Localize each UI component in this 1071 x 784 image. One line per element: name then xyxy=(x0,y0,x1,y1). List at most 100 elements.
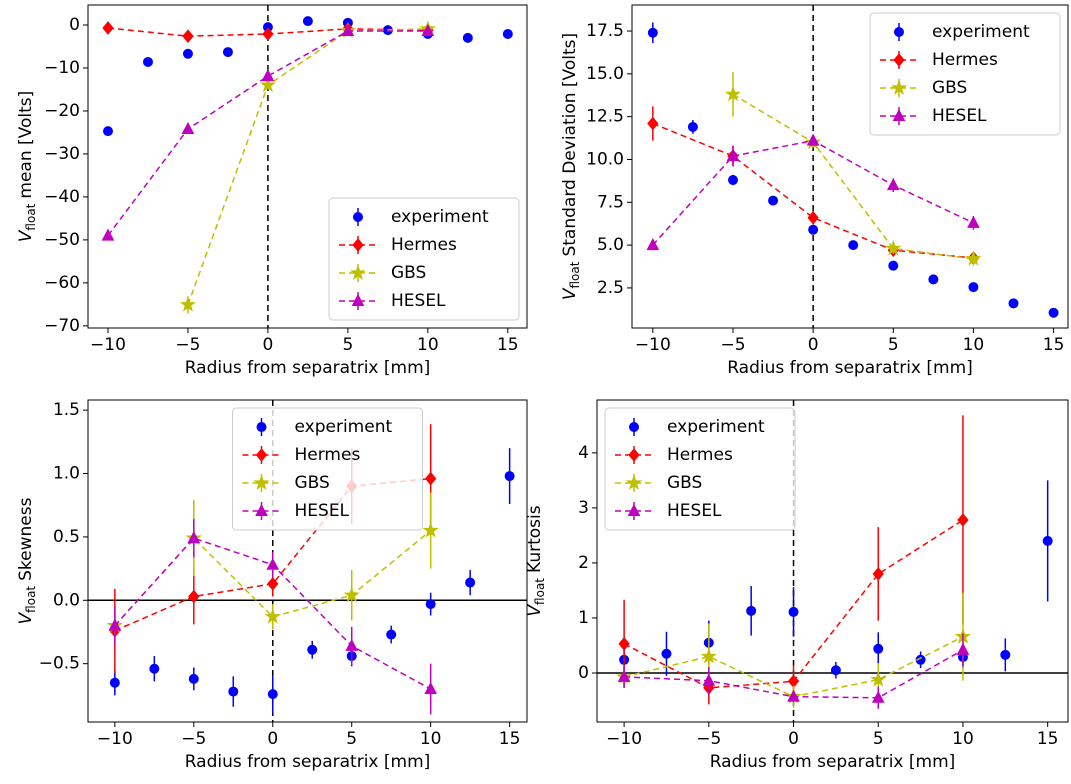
marker xyxy=(422,522,439,538)
marker xyxy=(181,121,195,134)
marker xyxy=(646,238,660,251)
marker xyxy=(179,296,197,312)
axes-frame xyxy=(631,4,1069,329)
marker xyxy=(101,228,115,241)
x-axis-label: Radius from separatrix [mm] xyxy=(185,358,431,378)
marker xyxy=(253,474,270,490)
marker xyxy=(343,586,360,603)
marker xyxy=(888,260,899,271)
marker xyxy=(808,224,819,235)
marker xyxy=(768,195,779,206)
marker xyxy=(222,47,233,58)
y-tick-label: 1.5 xyxy=(53,400,80,420)
marker xyxy=(267,689,278,700)
marker xyxy=(873,643,884,654)
y-axis-label: Vfloat Standard Deviation [Volts] xyxy=(560,33,582,300)
legend-box xyxy=(869,12,1061,136)
marker xyxy=(894,27,904,37)
x-tick-label: 10 xyxy=(420,729,442,749)
marker xyxy=(647,27,658,38)
marker xyxy=(109,677,120,688)
marker xyxy=(968,282,979,293)
x-tick-label: 10 xyxy=(963,335,985,355)
series-line xyxy=(187,28,428,306)
y-tick-label: −0.5 xyxy=(39,654,80,674)
subplot: −10 −5 0 5 10 15 2.5 5.0 7.5 10.0 12.5 15.0 17.5 Radi… xyxy=(560,4,1069,378)
x-tick-label: 15 xyxy=(497,335,519,355)
x-tick-label: 5 xyxy=(888,335,899,355)
legend: experiment Hermes GBS HESEL xyxy=(869,12,1061,136)
marker xyxy=(806,133,820,146)
marker xyxy=(890,79,908,95)
series-line xyxy=(652,122,974,259)
x-tick-label: 10 xyxy=(417,335,439,355)
marker xyxy=(1042,535,1053,546)
y-tick-label: 2 xyxy=(578,553,589,573)
series-line xyxy=(114,529,432,627)
x-tick-label: −5 xyxy=(720,335,745,355)
marker xyxy=(1008,298,1019,309)
y-label-symbol: V xyxy=(16,611,36,624)
marker xyxy=(302,16,313,27)
marker xyxy=(228,686,239,697)
y-axis-label: Vfloat mean [Volts] xyxy=(16,91,38,242)
marker xyxy=(255,503,268,516)
marker xyxy=(352,238,364,252)
legend-label: HESEL xyxy=(295,501,350,521)
marker xyxy=(848,240,859,251)
x-axis-label: Radius from separatrix [mm] xyxy=(727,358,973,378)
legend-label: GBS xyxy=(932,78,967,98)
marker xyxy=(502,29,513,40)
y-tick-label: 1 xyxy=(578,608,589,628)
legend-label: Hermes xyxy=(391,235,457,255)
subplot: −10 −5 0 5 10 15 −0.5 0.0 0.5 1.0 1.5 Radius from s… xyxy=(16,399,528,772)
y-tick-label: 0.0 xyxy=(53,590,80,610)
marker xyxy=(872,567,884,581)
marker xyxy=(625,474,643,490)
y-tick-label: 17.5 xyxy=(586,21,624,41)
y-label-symbol: V xyxy=(560,287,580,300)
marker xyxy=(108,618,122,631)
x-tick-label: −5 xyxy=(175,335,200,355)
y-tick-label: 1.0 xyxy=(53,464,80,484)
marker xyxy=(1048,307,1059,318)
legend-box xyxy=(604,407,796,531)
marker xyxy=(687,121,698,132)
y-axis-label: Vfloat Skewness xyxy=(16,497,38,624)
legend-label: GBS xyxy=(391,263,426,283)
marker xyxy=(182,48,193,59)
legend-label: experiment xyxy=(391,207,489,227)
legend-label: HESEL xyxy=(932,106,987,126)
marker xyxy=(188,673,199,684)
x-tick-label: −10 xyxy=(90,335,126,355)
y-tick-label: −50 xyxy=(44,230,80,250)
marker xyxy=(267,577,279,591)
marker xyxy=(727,175,738,186)
marker xyxy=(149,663,160,674)
legend-label: Hermes xyxy=(667,445,733,465)
y-tick-label: 15.0 xyxy=(586,64,624,84)
marker xyxy=(142,56,153,67)
y-label-subscript: float xyxy=(24,203,38,230)
x-tick-label: 5 xyxy=(346,729,357,749)
y-tick-label: 4 xyxy=(578,443,589,463)
y-label-symbol: V xyxy=(525,604,545,617)
marker xyxy=(425,471,437,486)
x-tick-label: −10 xyxy=(606,729,642,749)
x-tick-label: 15 xyxy=(499,729,521,749)
x-tick-label: 0 xyxy=(267,729,278,749)
legend: experiment Hermes GBS HESEL xyxy=(232,407,423,531)
y-tick-label: 7.5 xyxy=(597,192,624,212)
marker xyxy=(465,577,476,588)
x-tick-label: 10 xyxy=(952,729,974,749)
marker xyxy=(788,606,799,617)
y-tick-label: 0.5 xyxy=(53,527,80,547)
y-tick-label: −40 xyxy=(44,187,80,207)
marker xyxy=(726,148,740,162)
marker xyxy=(967,215,980,228)
marker xyxy=(353,212,363,222)
marker xyxy=(102,21,114,35)
legend-label: experiment xyxy=(667,417,765,437)
marker xyxy=(702,673,716,686)
legend-label: GBS xyxy=(295,473,330,493)
